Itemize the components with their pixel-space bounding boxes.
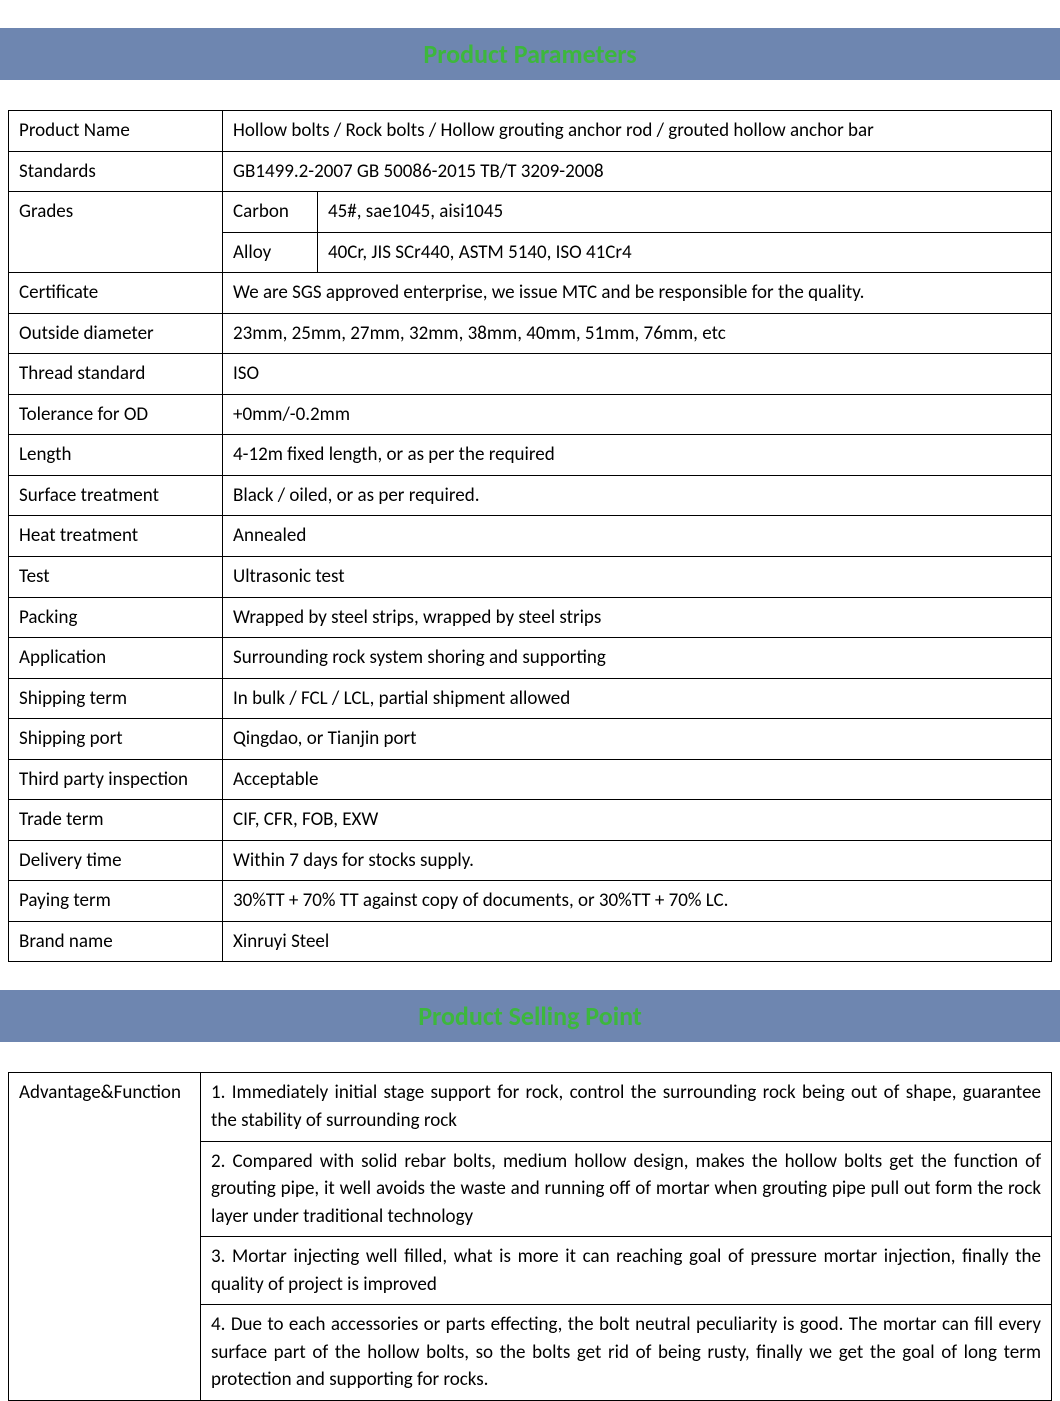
param-value: Wrapped by steel strips, wrapped by stee… [223, 597, 1052, 638]
table-row: Shipping term In bulk / FCL / LCL, parti… [9, 678, 1052, 719]
param-label: Trade term [9, 800, 223, 841]
parameters-table: Product Name Hollow bolts / Rock bolts /… [8, 110, 1052, 962]
param-label: Shipping port [9, 719, 223, 760]
param-label: Tolerance for OD [9, 394, 223, 435]
table-row: Test Ultrasonic test [9, 557, 1052, 598]
param-value: We are SGS approved enterprise, we issue… [223, 273, 1052, 314]
selling-point-item: 3. Mortar injecting well filled, what is… [201, 1237, 1052, 1305]
param-value: 40Cr, JIS SCr440, ASTM 5140, ISO 41Cr4 [318, 232, 1052, 273]
param-value: Acceptable [223, 759, 1052, 800]
param-label: Grades [9, 192, 223, 273]
table-row: Certificate We are SGS approved enterpri… [9, 273, 1052, 314]
param-value: 30%TT + 70% TT against copy of documents… [223, 881, 1052, 922]
param-value: Black / oiled, or as per required. [223, 475, 1052, 516]
param-value: Qingdao, or Tianjin port [223, 719, 1052, 760]
table-row: Trade term CIF, CFR, FOB, EXW [9, 800, 1052, 841]
selling-point-label: Advantage&Function [9, 1073, 201, 1400]
param-value: Annealed [223, 516, 1052, 557]
selling-point-item: 2. Compared with solid rebar bolts, medi… [201, 1141, 1052, 1237]
param-value: Surrounding rock system shoring and supp… [223, 638, 1052, 679]
selling-point-section-header: Product Selling Point [0, 990, 1060, 1042]
param-value: 45#, sae1045, aisi1045 [318, 192, 1052, 233]
param-value: 4-12m fixed length, or as per the requir… [223, 435, 1052, 476]
param-label: Test [9, 557, 223, 598]
selling-point-table: Advantage&Function 1. Immediately initia… [8, 1072, 1052, 1400]
table-row: Third party inspection Acceptable [9, 759, 1052, 800]
selling-point-item: 4. Due to each accessories or parts effe… [201, 1305, 1052, 1401]
param-sublabel: Alloy [223, 232, 318, 273]
table-row: Tolerance for OD +0mm/-0.2mm [9, 394, 1052, 435]
table-row: Standards GB1499.2-2007 GB 50086-2015 TB… [9, 151, 1052, 192]
param-label: Shipping term [9, 678, 223, 719]
param-value: Ultrasonic test [223, 557, 1052, 598]
table-row: Heat treatment Annealed [9, 516, 1052, 557]
selling-point-item: 1. Immediately initial stage support for… [201, 1073, 1052, 1141]
table-row: Length 4-12m fixed length, or as per the… [9, 435, 1052, 476]
param-label: Outside diameter [9, 313, 223, 354]
table-row: Paying term 30%TT + 70% TT against copy … [9, 881, 1052, 922]
table-row: Application Surrounding rock system shor… [9, 638, 1052, 679]
param-sublabel: Carbon [223, 192, 318, 233]
parameters-section-header: Product Parameters [0, 28, 1060, 80]
param-value: CIF, CFR, FOB, EXW [223, 800, 1052, 841]
param-value: ISO [223, 354, 1052, 395]
param-value: Hollow bolts / Rock bolts / Hollow grout… [223, 111, 1052, 152]
table-row: Product Name Hollow bolts / Rock bolts /… [9, 111, 1052, 152]
param-label: Delivery time [9, 840, 223, 881]
table-row: Advantage&Function 1. Immediately initia… [9, 1073, 1052, 1141]
table-row: Brand name Xinruyi Steel [9, 921, 1052, 962]
table-row: Outside diameter 23mm, 25mm, 27mm, 32mm,… [9, 313, 1052, 354]
param-label: Product Name [9, 111, 223, 152]
param-label: Surface treatment [9, 475, 223, 516]
param-label: Packing [9, 597, 223, 638]
table-row: Thread standard ISO [9, 354, 1052, 395]
param-label: Paying term [9, 881, 223, 922]
table-row: Delivery time Within 7 days for stocks s… [9, 840, 1052, 881]
param-label: Standards [9, 151, 223, 192]
param-label: Heat treatment [9, 516, 223, 557]
param-value: +0mm/-0.2mm [223, 394, 1052, 435]
param-label: Application [9, 638, 223, 679]
table-row: Shipping port Qingdao, or Tianjin port [9, 719, 1052, 760]
param-value: GB1499.2-2007 GB 50086-2015 TB/T 3209-20… [223, 151, 1052, 192]
param-label: Third party inspection [9, 759, 223, 800]
table-row: Surface treatment Black / oiled, or as p… [9, 475, 1052, 516]
table-row: Grades Carbon 45#, sae1045, aisi1045 [9, 192, 1052, 233]
param-value: In bulk / FCL / LCL, partial shipment al… [223, 678, 1052, 719]
param-label: Brand name [9, 921, 223, 962]
param-label: Certificate [9, 273, 223, 314]
param-value: Xinruyi Steel [223, 921, 1052, 962]
table-row: Packing Wrapped by steel strips, wrapped… [9, 597, 1052, 638]
param-label: Thread standard [9, 354, 223, 395]
param-value: 23mm, 25mm, 27mm, 32mm, 38mm, 40mm, 51mm… [223, 313, 1052, 354]
param-value: Within 7 days for stocks supply. [223, 840, 1052, 881]
param-label: Length [9, 435, 223, 476]
